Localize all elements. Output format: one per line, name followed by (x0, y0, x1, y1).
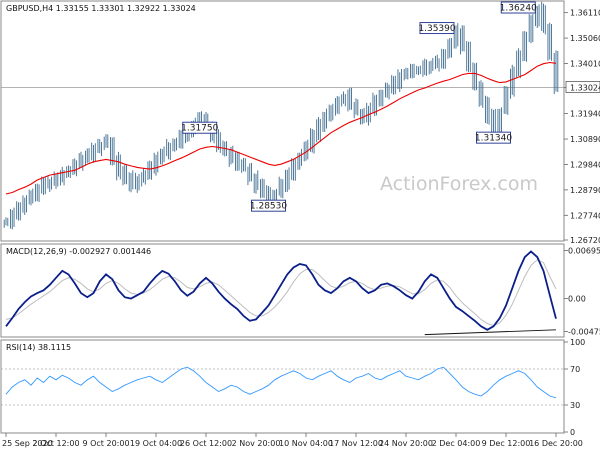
price-tick-label: 1.33024 (570, 83, 600, 92)
swing-label: 1.31750 (181, 124, 218, 134)
rsi-tick-label: 0 (570, 428, 575, 437)
price-layer: 1.31750 1.28530 1.35390 1.31340 1.36240 (1, 1, 564, 230)
price-tick-label: 1.29840 (570, 160, 600, 169)
rsi-tick-label: 100 (570, 338, 585, 347)
time-tick-label: 9 Dec 12:00 (482, 439, 531, 448)
time-tick-label: 17 Nov 12:00 (329, 439, 383, 448)
price-tick-label: 1.26720 (570, 236, 600, 245)
macd-tick-label: 0.006957 (568, 246, 600, 255)
price-tick-label: 1.36110 (570, 9, 600, 18)
swing-label-box (251, 199, 286, 212)
rsi-line (5, 366, 557, 399)
macd-tick-label: -0.004751 (568, 328, 600, 337)
time-tick-label: 9 Oct 20:00 (82, 439, 129, 448)
macd-signal-line (5, 259, 557, 327)
price-panel-frame (0, 0, 565, 242)
price-tick-label: 1.27740 (570, 211, 600, 220)
time-tick-label: 19 Oct 04:00 (130, 439, 182, 448)
swing-label: 1.36240 (500, 4, 537, 14)
macd-info: MACD(12,26,9) -0.002927 0.001446 (6, 247, 151, 256)
price-tick-label: 1.28790 (570, 186, 600, 195)
macd-tick-label: 0.00 (568, 295, 586, 304)
swing-label-box (182, 121, 218, 134)
time-tick-label: 2 Nov 20:00 (232, 439, 281, 448)
swing-label: 1.31340 (475, 134, 512, 144)
macd-main-line (5, 250, 557, 331)
macd-trendline (424, 329, 557, 336)
time-tick-label: 24 Nov 20:00 (379, 439, 433, 448)
time-tick-label: 26 Oct 12:00 (180, 439, 232, 448)
price-tick-label: 1.34010 (570, 59, 600, 68)
swing-label: 1.35390 (418, 24, 455, 34)
time-tick-label: 2 Dec 04:00 (432, 439, 481, 448)
watermark: ActionForex.com (380, 173, 538, 195)
macd-panel-frame (0, 243, 565, 338)
rsi-panel-frame (0, 339, 565, 434)
symbol-info: GBPUSD,H4 1.33155 1.33301 1.32922 1.3302… (6, 4, 196, 13)
swing-label-box (476, 131, 511, 144)
price-tick-label: 1.35060 (570, 34, 600, 43)
price-tick-label: 1.31940 (570, 110, 600, 119)
axis-layer: 1.36110 1.35060 1.34010 1.33024 1.31940 1.308… (2, 9, 600, 448)
time-tick-label: 16 Dec 20:00 (529, 439, 583, 448)
time-tick-label: 10 Nov 04:00 (279, 439, 333, 448)
rsi-tick-label: 30 (570, 401, 580, 410)
price-tick-label: 1.30890 (570, 135, 600, 144)
swing-label-box (419, 22, 455, 35)
current-price-badge (565, 81, 600, 93)
rsi-info: RSI(14) 38.1115 (6, 343, 71, 352)
rsi-layer (1, 366, 564, 406)
time-tick-label: 2 Oct 12:00 (32, 439, 79, 448)
swing-label: 1.28530 (250, 202, 287, 212)
time-tick-label: 25 Sep 2020 (2, 439, 53, 448)
rsi-tick-label: 70 (570, 365, 580, 374)
moving-average-line (5, 61, 557, 195)
macd-layer (5, 250, 557, 336)
swing-label-box (500, 1, 536, 14)
